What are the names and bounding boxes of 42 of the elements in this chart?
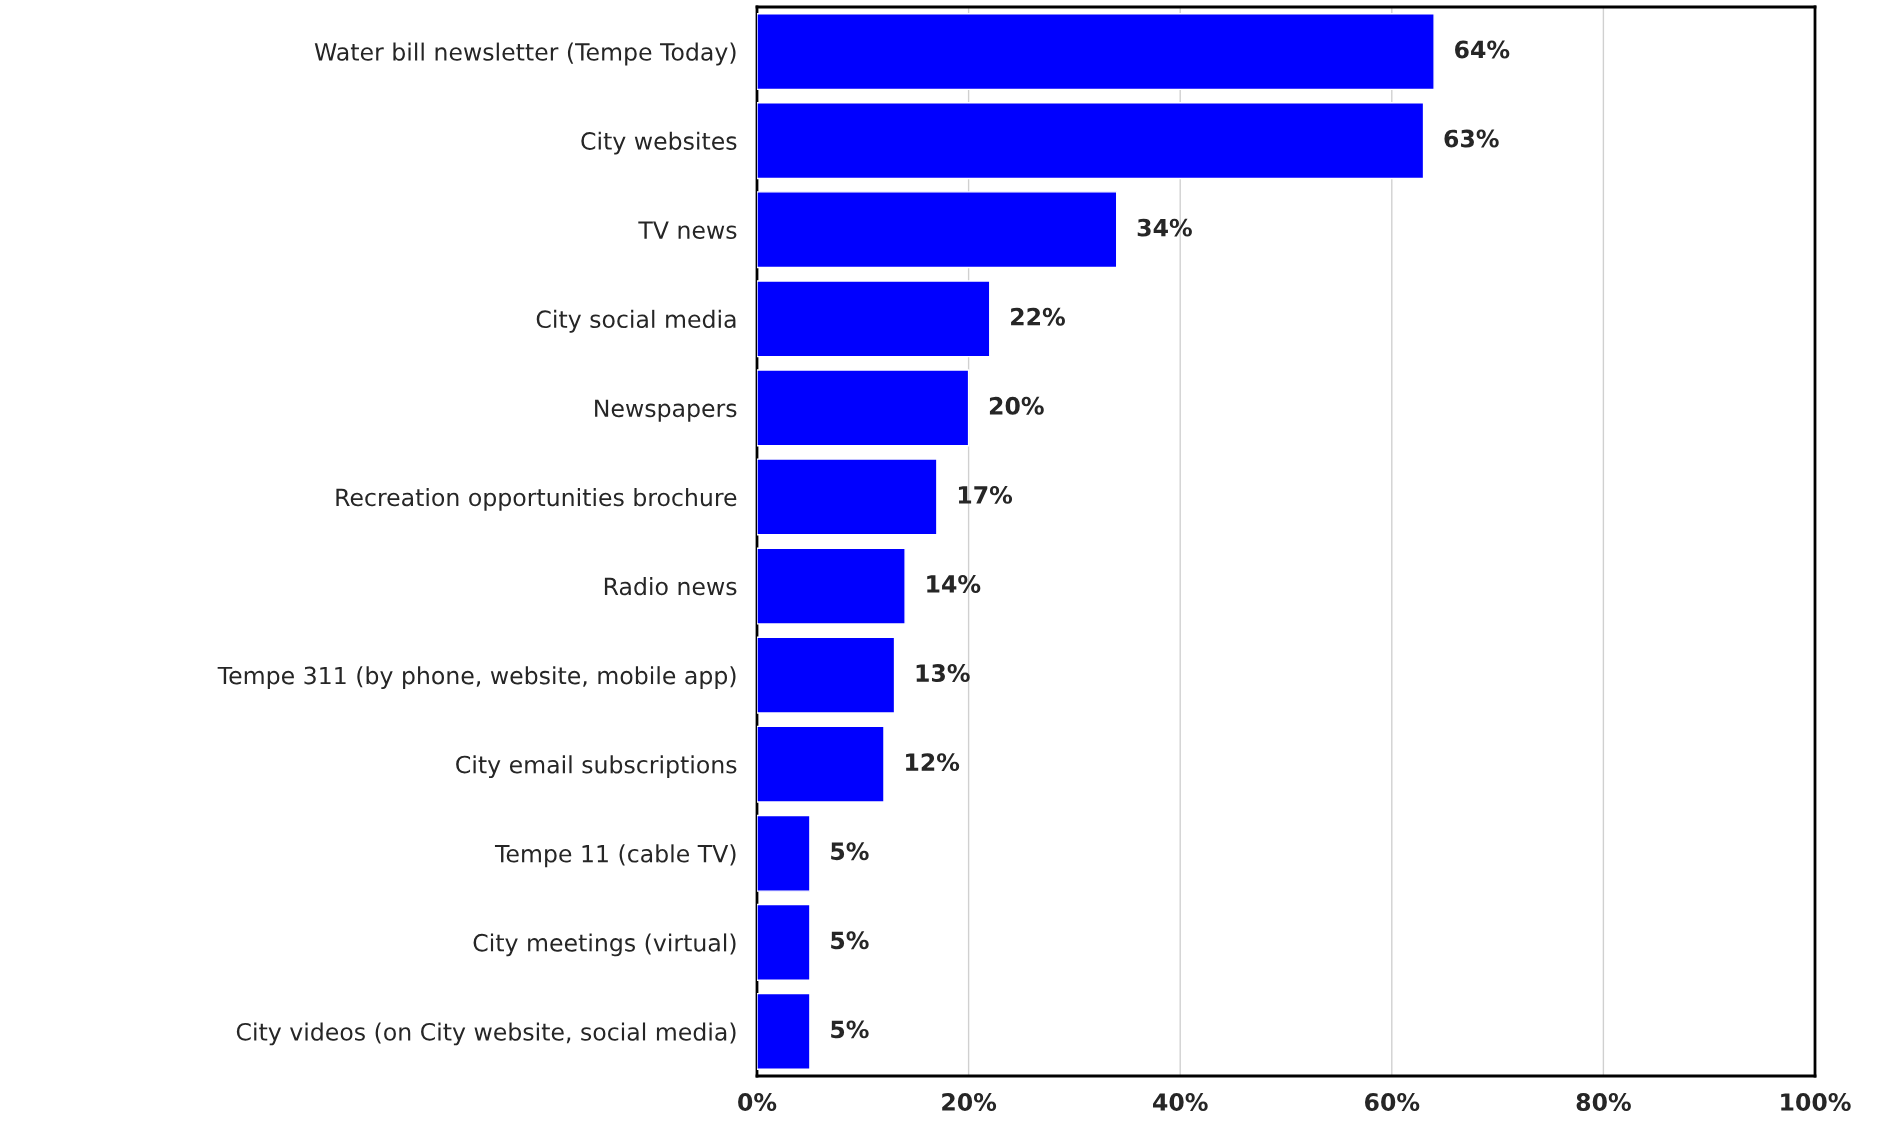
data-label: 5% — [831, 931, 869, 950]
data-label: 5% — [831, 842, 869, 861]
bar — [757, 547, 906, 625]
data-label: 20% — [989, 396, 1044, 415]
x-tick-label: 100% — [1781, 1093, 1851, 1111]
x-tick-label: 0% — [738, 1093, 777, 1111]
y-tick-label: Recreation opportunities brochure — [336, 487, 737, 511]
y-tick-label: City websites — [581, 131, 737, 155]
y-tick-label: TV news — [638, 221, 737, 240]
bar — [757, 636, 896, 714]
x-tick-label: 80% — [1576, 1093, 1631, 1111]
bar — [757, 191, 1118, 269]
y-tick-label: City email subscriptions — [456, 755, 737, 779]
x-tick-label: 40% — [1153, 1093, 1208, 1111]
data-label: 12% — [906, 753, 960, 772]
y-tick-label: City social media — [536, 309, 736, 333]
bar — [757, 369, 970, 447]
y-tick-label: Water bill newsletter (Tempe Today) — [314, 42, 736, 66]
bar — [757, 814, 811, 892]
bar — [757, 992, 811, 1071]
data-label: 5% — [831, 1020, 869, 1039]
data-label: 17% — [958, 485, 1013, 504]
data-label: 14% — [927, 575, 981, 593]
data-label: 22% — [1011, 307, 1065, 326]
bar — [757, 903, 811, 981]
bar — [757, 725, 885, 803]
x-tick-label: 20% — [942, 1093, 997, 1111]
y-tick-label: City videos (on City website, social media) — [236, 1022, 736, 1046]
x-tick-label: 60% — [1365, 1093, 1420, 1111]
data-label: 34% — [1137, 218, 1192, 237]
y-tick-label: Newspapers — [595, 399, 737, 422]
y-tick-label: Tempe 11 (cable TV) — [494, 844, 736, 868]
data-label: 63% — [1444, 129, 1499, 148]
y-tick-label: Radio news — [604, 577, 737, 596]
bar — [757, 280, 991, 358]
bar — [757, 102, 1425, 180]
data-label: 13% — [916, 664, 970, 682]
y-tick-label: City meetings (virtual) — [473, 933, 736, 957]
data-label: 64% — [1455, 40, 1510, 59]
y-tick-label: Tempe 311 (by phone, website, mobile app) — [217, 666, 736, 690]
bar — [757, 12, 1435, 91]
bar — [757, 458, 938, 536]
